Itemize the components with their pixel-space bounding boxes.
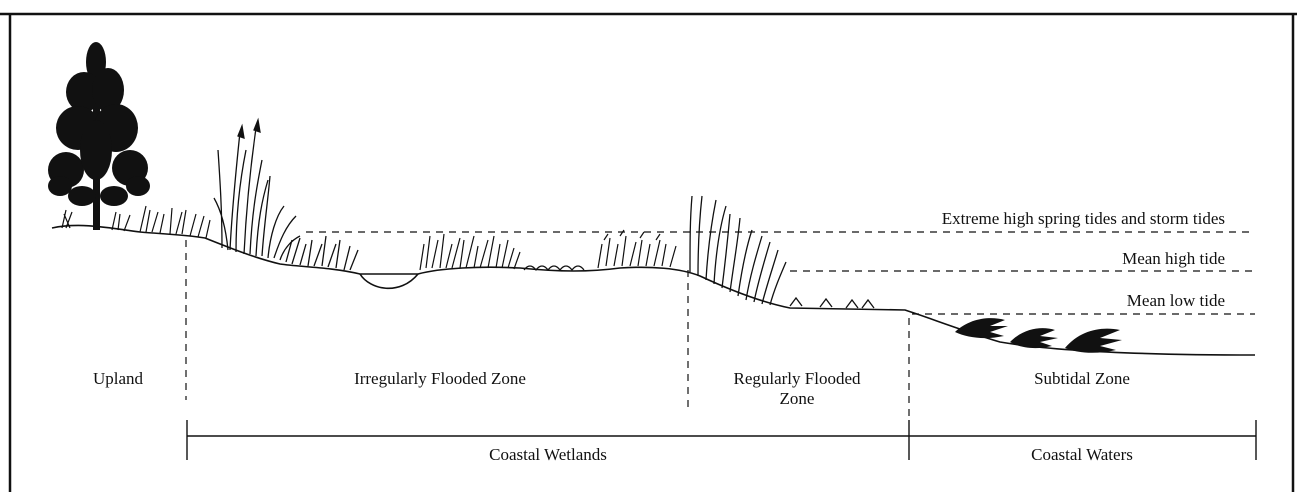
tree-icon bbox=[48, 42, 150, 230]
upland-grass-icon bbox=[61, 205, 211, 239]
upland-label: Upland bbox=[93, 369, 144, 388]
coastal-waters-label: Coastal Waters bbox=[1031, 445, 1133, 464]
storm-tide-label: Extreme high spring tides and storm tide… bbox=[942, 209, 1225, 228]
cordgrass-icon bbox=[689, 195, 875, 309]
mean-high-tide-label: Mean high tide bbox=[1122, 249, 1225, 268]
subtidal-zone-label: Subtidal Zone bbox=[1034, 369, 1130, 388]
tide-lines bbox=[306, 231, 1255, 315]
marsh-grass-icon bbox=[419, 229, 677, 271]
ground-profile bbox=[51, 224, 1256, 356]
regular-zone-label-line1: Regularly Flooded bbox=[733, 369, 861, 388]
zone-boundaries bbox=[185, 240, 910, 420]
tall-reeds-icon bbox=[213, 117, 359, 271]
group-brackets bbox=[186, 420, 1257, 460]
mean-low-tide-label: Mean low tide bbox=[1127, 291, 1225, 310]
figure-frame bbox=[0, 12, 1297, 492]
seagrass-icon bbox=[955, 318, 1122, 353]
coastal-wetlands-label: Coastal Wetlands bbox=[489, 445, 607, 464]
regular-zone-label-line2: Zone bbox=[780, 389, 815, 408]
irregular-zone-label: Irregularly Flooded Zone bbox=[354, 369, 526, 388]
pond bbox=[359, 273, 419, 290]
